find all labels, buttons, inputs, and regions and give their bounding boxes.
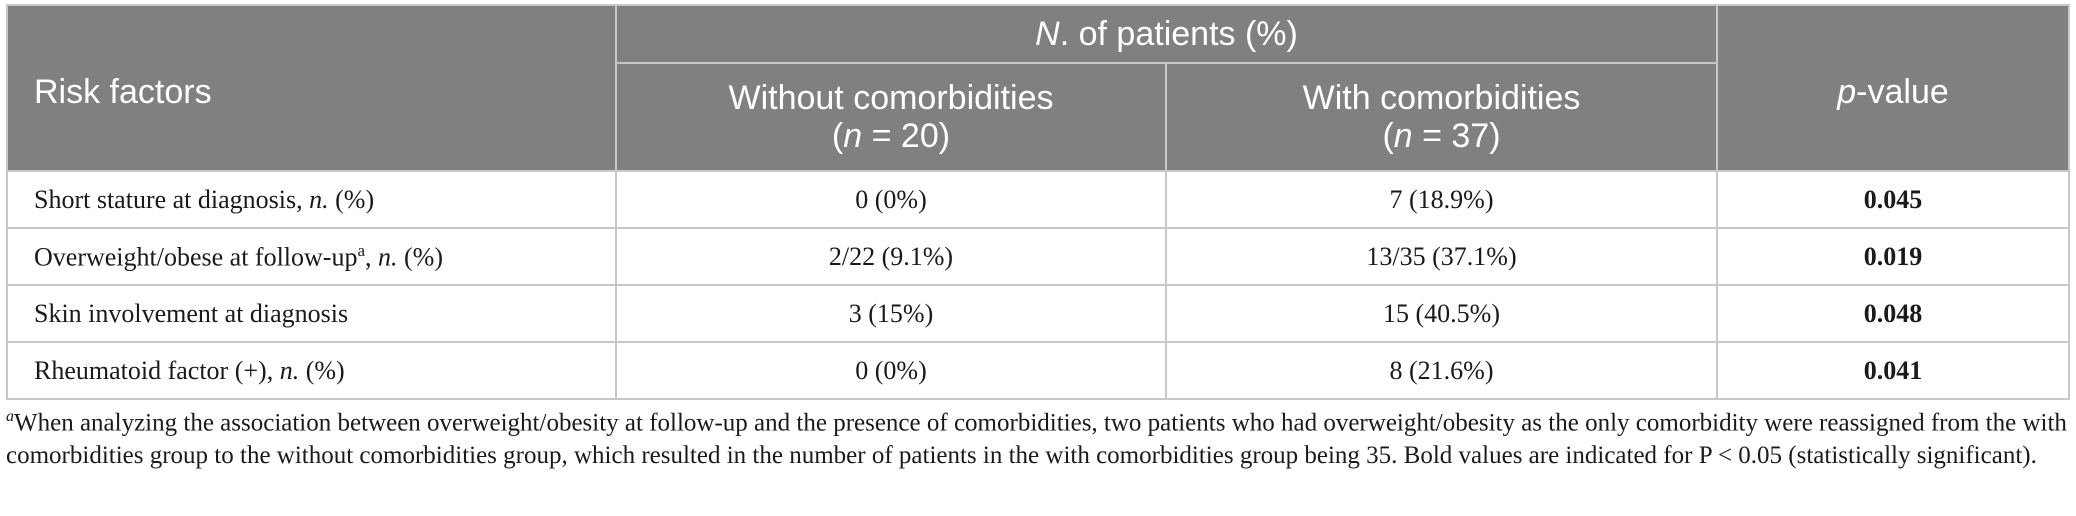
cell-without: 2/22 (9.1%)	[615, 227, 1167, 286]
table-row: Skin involvement at diagnosis 3 (15%) 15…	[6, 284, 2071, 343]
cell-p-value: 0.019	[1716, 227, 2071, 286]
header-without-comorbidities: Without comorbidities (n = 20)	[615, 62, 1167, 172]
table-row: Rheumatoid factor (+), n. (%) 0 (0%) 8 (…	[6, 341, 2071, 400]
footnote-marker: a	[6, 408, 14, 425]
cell-without: 0 (0%)	[615, 341, 1167, 400]
cell-with: 8 (21.6%)	[1164, 341, 1719, 400]
cell-with: 13/35 (37.1%)	[1164, 227, 1719, 286]
row-label: Skin involvement at diagnosis	[6, 284, 617, 343]
table-header: Risk factors N. of patients (%) p-value …	[6, 4, 2071, 172]
cell-p-value: 0.041	[1716, 341, 2071, 400]
header-number-of-patients: N. of patients (%)	[614, 4, 1719, 64]
cell-with: 15 (40.5%)	[1164, 284, 1719, 343]
risk-factors-table: Risk factors N. of patients (%) p-value …	[6, 4, 2071, 400]
header-p-value: p-value	[1716, 4, 2071, 172]
cell-with: 7 (18.9%)	[1164, 170, 1719, 229]
header-risk-factors: Risk factors	[6, 4, 617, 172]
table-row: Short stature at diagnosis, n. (%) 0 (0%…	[6, 170, 2071, 229]
table-footnote: aWhen analyzing the association between …	[6, 400, 2070, 472]
cell-without: 0 (0%)	[615, 170, 1167, 229]
results-table-container: Risk factors N. of patients (%) p-value …	[6, 4, 2071, 400]
cell-p-value: 0.048	[1716, 284, 2071, 343]
row-label: Short stature at diagnosis, n. (%)	[6, 170, 617, 229]
table-row: Overweight/obese at follow-upa, n. (%) 2…	[6, 227, 2071, 286]
footnote-text: When analyzing the association between o…	[6, 409, 2067, 470]
table-body: Short stature at diagnosis, n. (%) 0 (0%…	[6, 170, 2071, 400]
cell-p-value: 0.045	[1716, 170, 2071, 229]
cell-without: 3 (15%)	[615, 284, 1167, 343]
row-label: Overweight/obese at follow-upa, n. (%)	[6, 227, 617, 286]
row-label: Rheumatoid factor (+), n. (%)	[6, 341, 617, 400]
header-with-comorbidities: With comorbidities (n = 37)	[1164, 62, 1719, 172]
